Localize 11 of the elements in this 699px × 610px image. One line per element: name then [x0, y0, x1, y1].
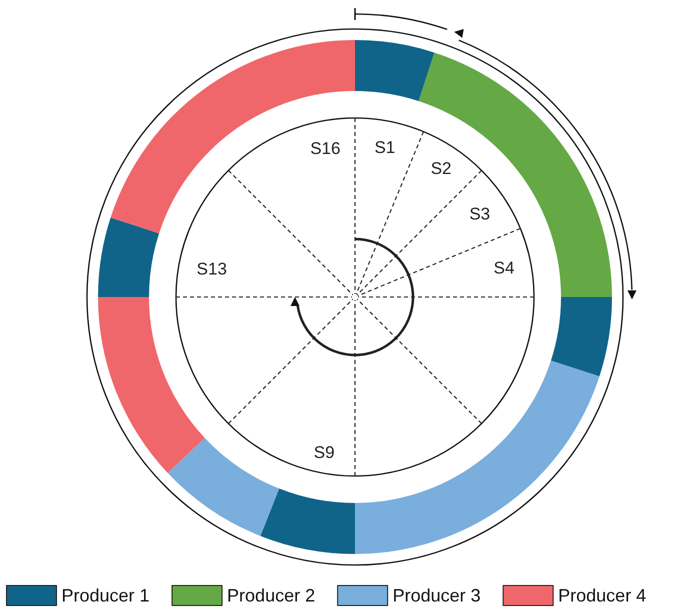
legend-label: Producer 3 — [392, 586, 481, 606]
text: S2 — [430, 159, 452, 178]
text: S13 — [196, 260, 227, 279]
text: S1 — [374, 138, 396, 157]
legend-label: Producer 2 — [227, 586, 316, 606]
text: S16 — [310, 138, 340, 158]
legend-label: Producer 4 — [558, 586, 646, 606]
text: S4 — [494, 258, 514, 278]
text: S3 — [469, 204, 490, 224]
text: S9 — [314, 442, 335, 462]
legend-label: Producer 1 — [62, 586, 150, 606]
